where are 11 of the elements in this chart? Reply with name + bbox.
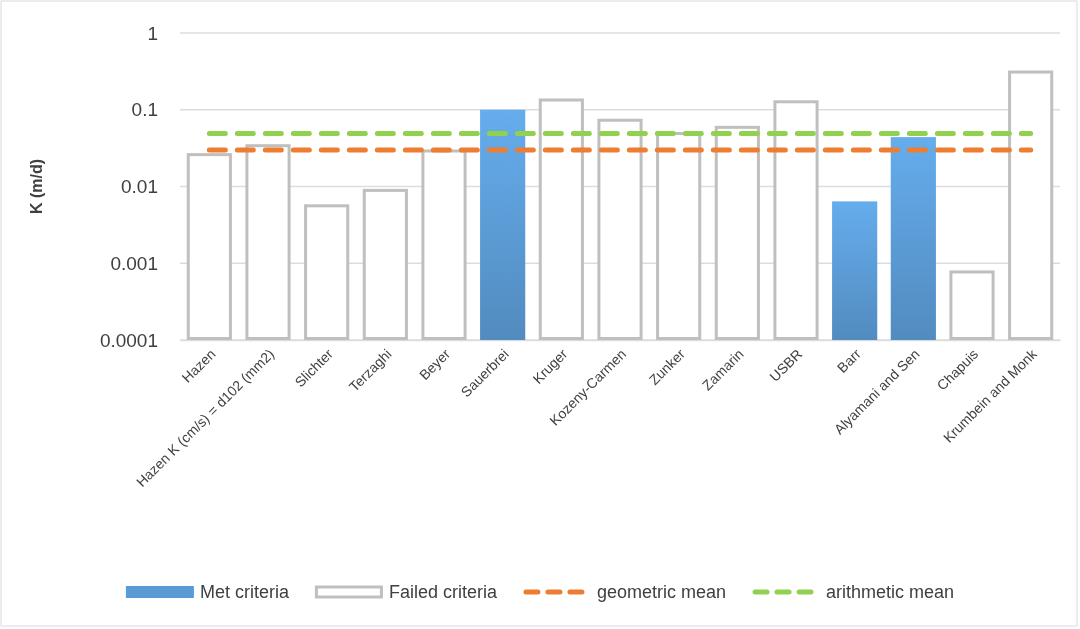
y-axis-title: K (m/d) xyxy=(28,158,45,215)
y-tick-label: 0.01 xyxy=(121,176,158,198)
y-tick-label: 0.001 xyxy=(110,252,158,274)
x-tick-label: Barr xyxy=(833,345,865,376)
y-tick-label: 0.1 xyxy=(131,99,158,121)
legend-label: geometric mean xyxy=(596,582,727,602)
y-tick-label: 1 xyxy=(147,22,158,44)
legend-label: Failed criteria xyxy=(388,582,498,602)
legend-label: Met criteria xyxy=(199,582,290,602)
y-tick-label: 0.0001 xyxy=(99,329,158,351)
legend-label: arithmetic mean xyxy=(826,582,955,602)
